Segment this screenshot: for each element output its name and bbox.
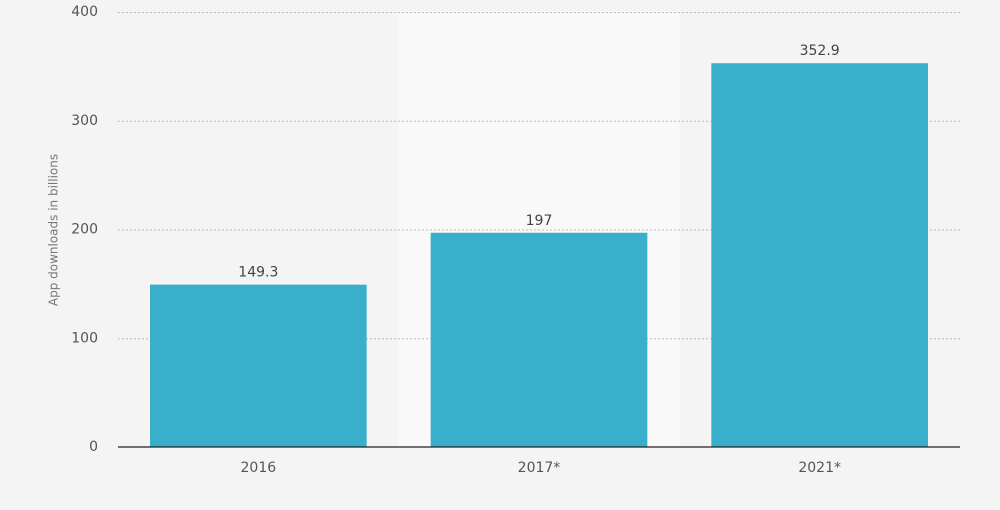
y-tick-label: 200 xyxy=(71,222,98,238)
y-tick-label: 400 xyxy=(71,4,98,20)
y-axis-title: App downloads in billions xyxy=(47,154,61,306)
bar xyxy=(430,232,648,447)
y-tick-label: 300 xyxy=(71,113,98,129)
x-tick-label: 2016 xyxy=(241,460,277,476)
y-tick-label: 100 xyxy=(71,330,98,346)
value-label: 149.3 xyxy=(238,265,278,281)
value-label: 352.9 xyxy=(800,43,840,59)
x-tick-label: 2021* xyxy=(798,460,841,476)
value-label: 197 xyxy=(526,213,553,229)
y-tick-label: 0 xyxy=(89,439,98,455)
x-tick-label: 2017* xyxy=(518,460,561,476)
bar xyxy=(711,63,929,447)
bar xyxy=(149,284,367,447)
